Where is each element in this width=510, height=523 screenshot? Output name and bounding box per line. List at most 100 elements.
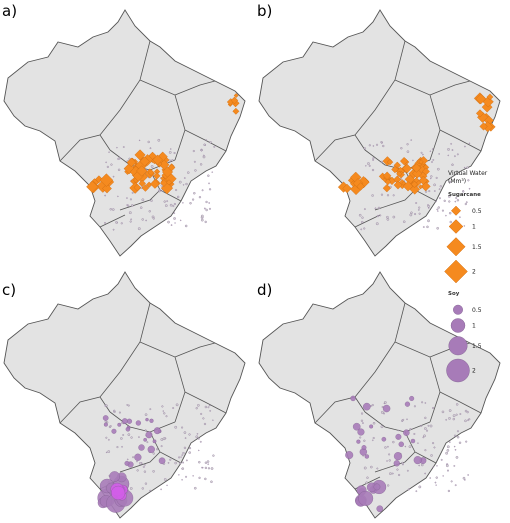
soy-symbol [173, 203, 176, 206]
soy-symbol [447, 489, 450, 493]
soy-symbol [363, 147, 366, 150]
soy-symbol [158, 457, 166, 465]
panel-label: b) [257, 2, 272, 20]
legend-title: (Mm³) [448, 178, 466, 185]
soy-symbol [120, 437, 123, 440]
sugarcane-symbol [95, 175, 103, 184]
soy-symbol [377, 206, 381, 210]
soy-symbol [423, 434, 426, 438]
soy-symbol [432, 407, 435, 409]
soy-symbol [464, 479, 466, 481]
soy-symbol [183, 431, 187, 434]
soy-symbol [112, 175, 115, 178]
soy-symbol [205, 208, 208, 212]
soy-symbol [435, 176, 438, 179]
soy-symbol [410, 438, 416, 444]
soy-symbol [452, 414, 456, 418]
soy-symbol [374, 207, 377, 210]
soy-symbol [192, 475, 194, 477]
soy-symbol [418, 485, 422, 489]
legend-symbol [450, 318, 466, 333]
soy-symbol [391, 472, 394, 475]
soy-symbol [420, 425, 423, 427]
soy-symbol [106, 421, 109, 424]
soy-symbol [424, 427, 427, 430]
sugarcane-symbol [475, 109, 485, 118]
sugarcane-symbol [160, 179, 168, 187]
soy-symbol [456, 403, 459, 406]
soy-symbol [418, 464, 420, 467]
soy-symbol [431, 148, 434, 150]
sugarcane-symbol [134, 149, 146, 161]
soy-symbol [376, 143, 379, 146]
soy-symbol [198, 476, 201, 479]
soy-symbol [204, 461, 208, 464]
soy-symbol [163, 412, 166, 415]
soy-symbol [454, 484, 457, 487]
soy-symbol [208, 188, 212, 191]
soy-symbol [427, 204, 429, 206]
soy-symbol [422, 226, 425, 228]
soy-symbol [168, 151, 172, 154]
soy-symbol [161, 405, 164, 408]
soy-symbol [189, 202, 192, 205]
soy-symbol [120, 222, 123, 225]
soy-symbol [174, 461, 177, 465]
soy-symbol [173, 212, 176, 214]
soy-symbol [185, 182, 188, 186]
soy-symbol [458, 441, 462, 444]
soy-symbol [361, 412, 364, 415]
soy-symbol [404, 401, 411, 407]
soy-symbol [179, 219, 182, 222]
soy-symbol [149, 418, 154, 423]
sugarcane-symbol [475, 93, 487, 105]
panel-label: d) [257, 281, 272, 299]
soy-symbol [193, 160, 196, 163]
soy-symbol [125, 426, 131, 432]
soy-symbol [121, 446, 123, 448]
soy-symbol [431, 161, 433, 163]
soy-symbol [192, 198, 195, 201]
soy-symbol [204, 207, 206, 210]
soy-symbol [453, 445, 456, 448]
soy-symbol [456, 435, 460, 439]
soy-symbol [118, 411, 121, 414]
soy-symbol [448, 195, 451, 198]
soy-symbol [200, 412, 203, 415]
soy-symbol [173, 152, 176, 154]
soy-symbol [117, 195, 119, 198]
soy-symbol [141, 487, 144, 490]
soy-symbol [130, 218, 132, 221]
soy-symbol [129, 487, 133, 490]
soy-symbol [429, 424, 433, 428]
soy-symbol [185, 475, 187, 478]
soy-symbol [135, 420, 141, 426]
soy-symbol [141, 198, 145, 202]
soy-symbol [435, 484, 437, 486]
sugarcane-symbol [139, 156, 150, 167]
sugarcane-symbol [393, 180, 403, 190]
soy-symbol [380, 425, 384, 429]
soy-symbol [171, 159, 174, 162]
soy-symbol [380, 193, 384, 196]
soy-symbol [144, 482, 148, 485]
sugarcane-symbol [133, 183, 142, 192]
soy-symbol [447, 154, 449, 157]
sugarcane-symbol [232, 107, 240, 115]
soy-symbol [418, 209, 420, 211]
soy-symbol [454, 200, 457, 203]
soy-symbol [448, 417, 451, 420]
soy-symbol [371, 194, 374, 197]
map-b [258, 9, 501, 257]
soy-symbol [424, 402, 427, 404]
soy-symbol [463, 225, 466, 227]
soy-symbol [166, 200, 169, 202]
soy-symbol [109, 425, 112, 428]
soy-symbol [430, 177, 432, 180]
soy-symbol [408, 445, 412, 448]
soy-symbol [432, 159, 435, 161]
soy-symbol [436, 208, 439, 211]
soy-symbol [403, 429, 410, 436]
legend-group: Soy [448, 291, 460, 297]
soy-symbol [376, 505, 384, 513]
